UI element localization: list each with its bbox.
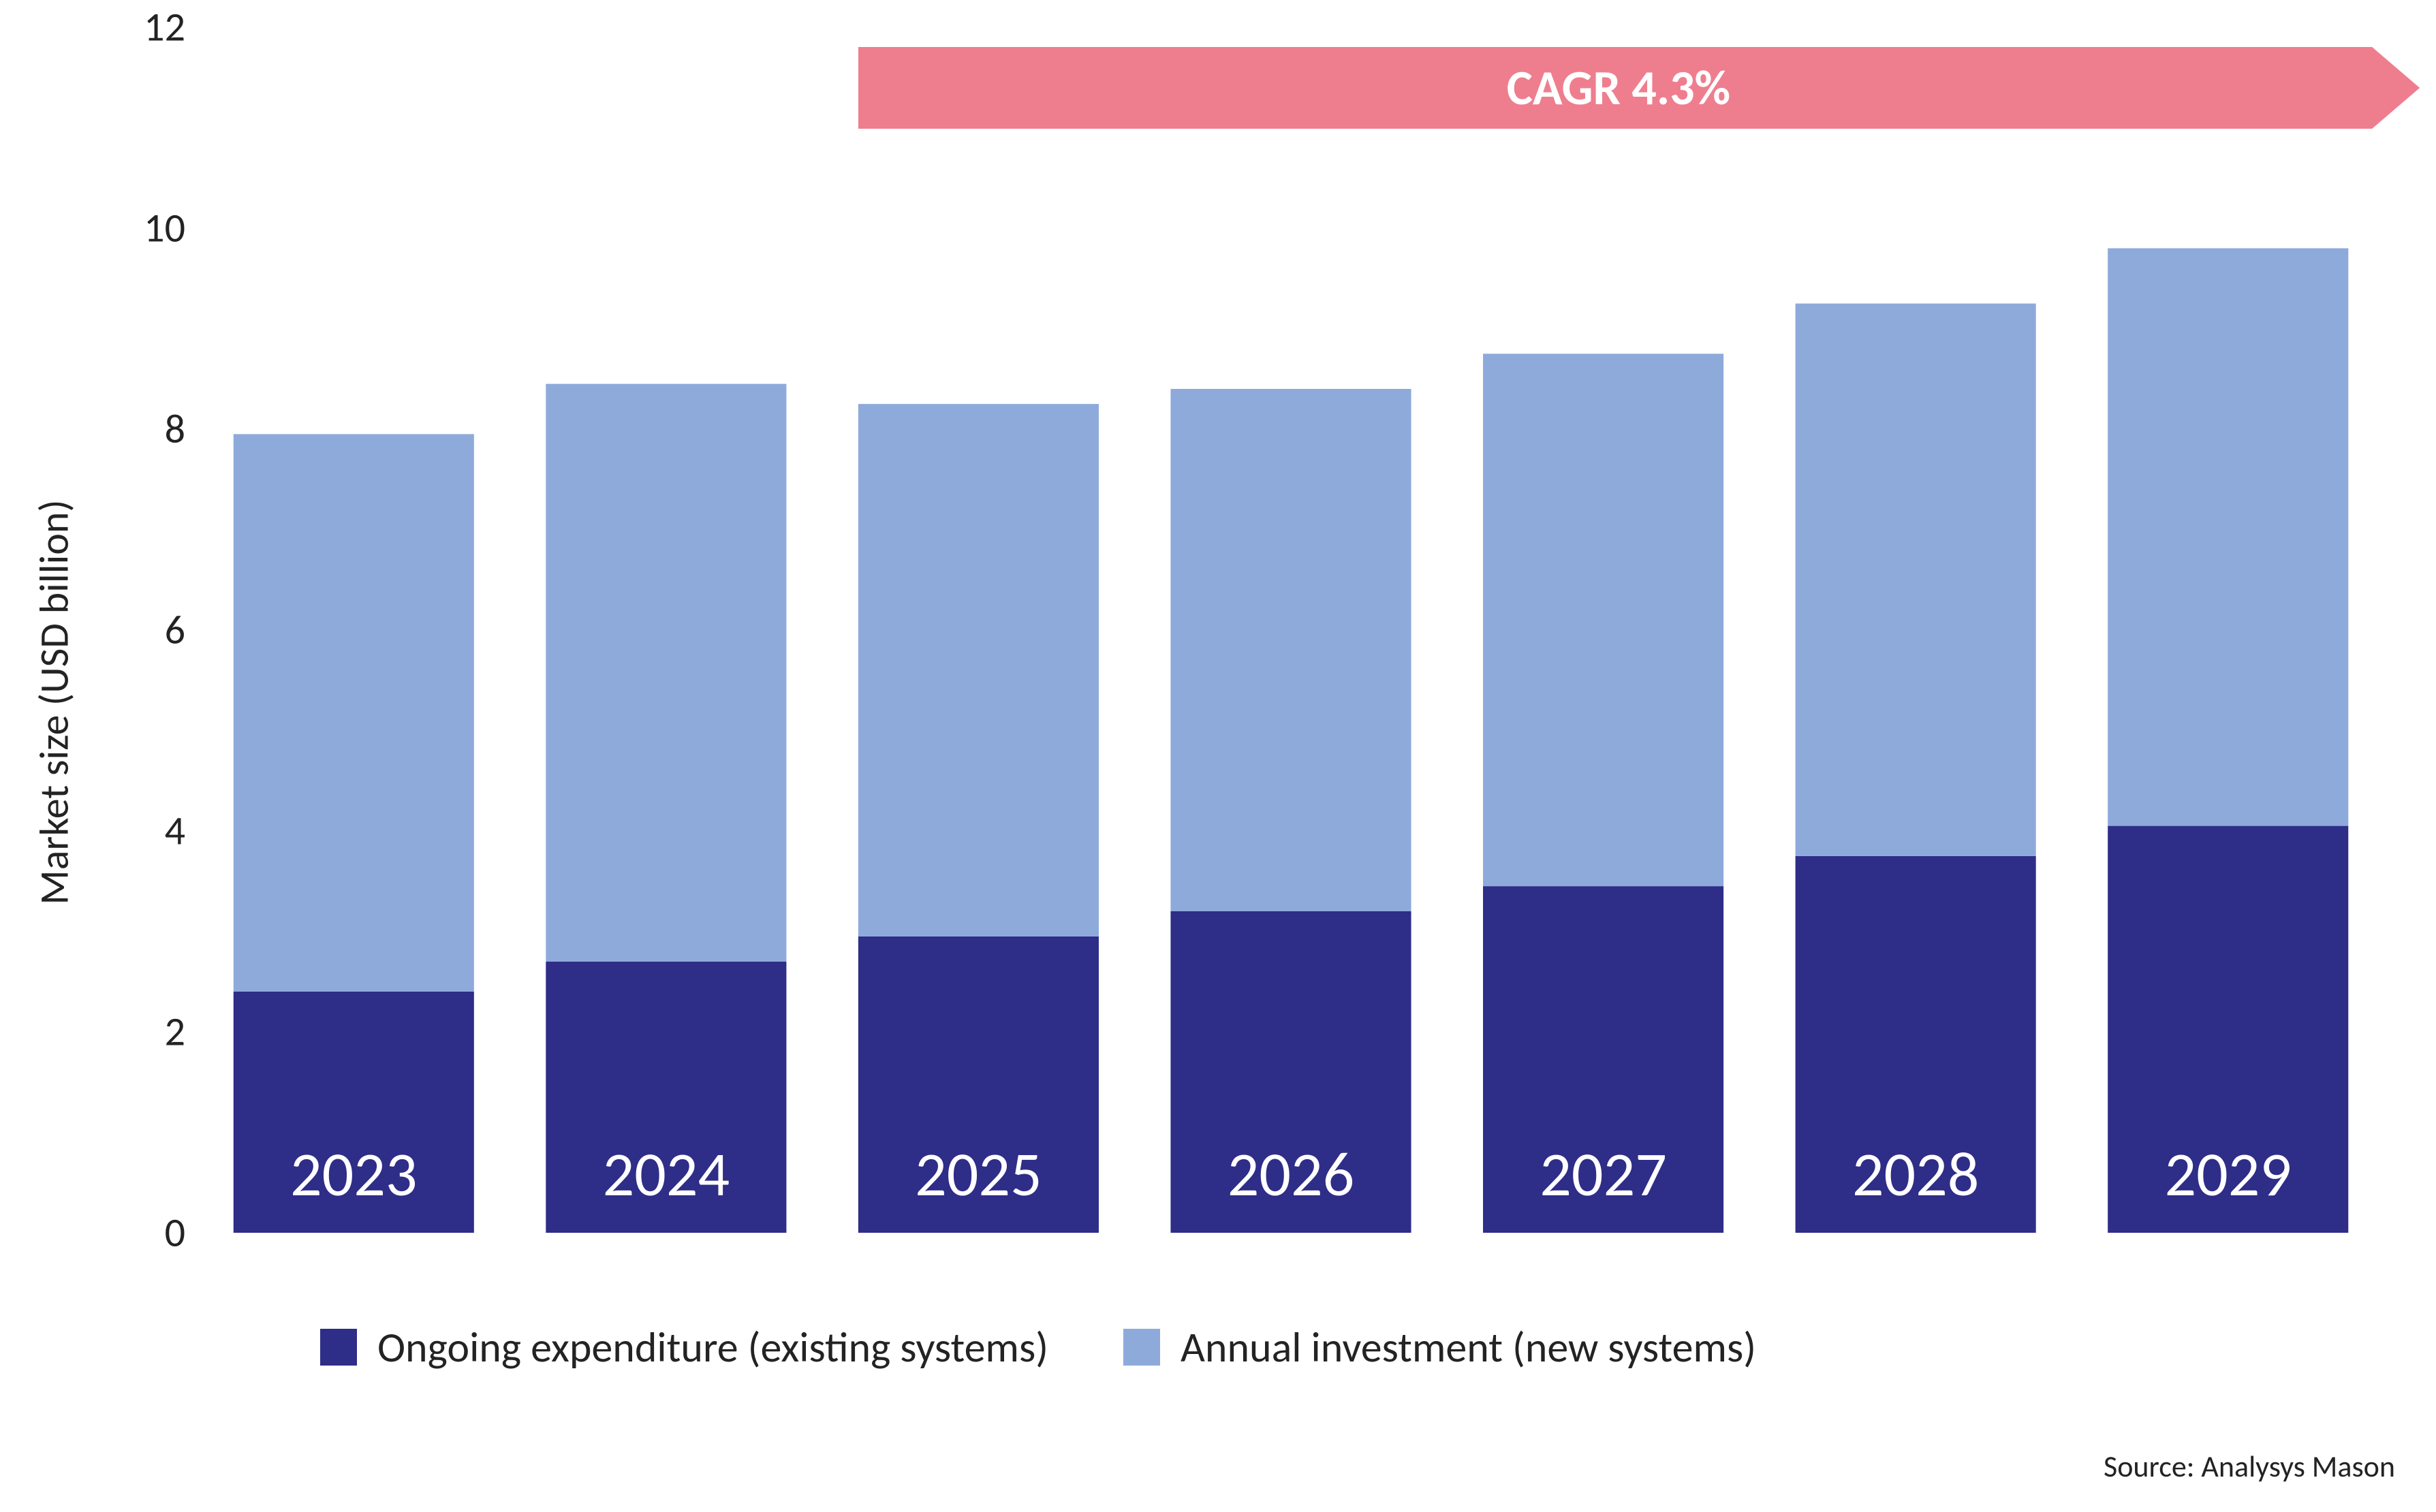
y-tick-label: 2 xyxy=(165,1007,198,1057)
y-tick-label: 12 xyxy=(144,3,198,52)
y-tick-label: 6 xyxy=(165,605,198,655)
legend-item: Annual investment (new systems) xyxy=(1123,1321,1756,1373)
bar-segment xyxy=(2108,249,2348,826)
bar-segment xyxy=(858,404,1099,936)
category-label: 2026 xyxy=(1228,1135,1355,1212)
bar-segment xyxy=(1796,304,2036,856)
category-label: 2028 xyxy=(1852,1135,1980,1212)
category-label: 2029 xyxy=(2164,1135,2292,1212)
y-tick-label: 8 xyxy=(165,405,198,454)
source-label: Source: Analysys Mason xyxy=(2104,1448,2395,1485)
y-tick-label: 0 xyxy=(165,1208,198,1258)
category-label: 2025 xyxy=(915,1135,1042,1212)
market-size-chart: Market size (USD billion) 0 2 4 6 8 10 12 CAGR… xyxy=(0,0,2436,1512)
y-tick-label: 10 xyxy=(144,204,198,253)
bar-segment xyxy=(546,384,786,962)
y-axis-label: Market size (USD billion) xyxy=(30,500,80,905)
category-label: 2027 xyxy=(1540,1135,1667,1212)
bar-segment xyxy=(234,434,474,992)
category-label: 2024 xyxy=(603,1135,730,1212)
legend-item: Ongoing expenditure (existing systems) xyxy=(320,1321,1048,1373)
legend-label: Annual investment (new systems) xyxy=(1181,1321,1756,1373)
legend-label: Ongoing expenditure (existing systems) xyxy=(377,1321,1048,1373)
y-tick-label: 4 xyxy=(165,806,198,856)
legend-swatch xyxy=(1123,1329,1160,1366)
chart-svg xyxy=(0,0,2436,1512)
category-label: 2023 xyxy=(290,1135,418,1212)
bar-segment xyxy=(1483,353,1723,886)
legend: Ongoing expenditure (existing systems) An… xyxy=(320,1321,1756,1373)
bar-segment xyxy=(1170,389,1411,911)
legend-swatch xyxy=(320,1329,357,1366)
cagr-banner-text: CAGR 4.3% xyxy=(858,47,2379,129)
